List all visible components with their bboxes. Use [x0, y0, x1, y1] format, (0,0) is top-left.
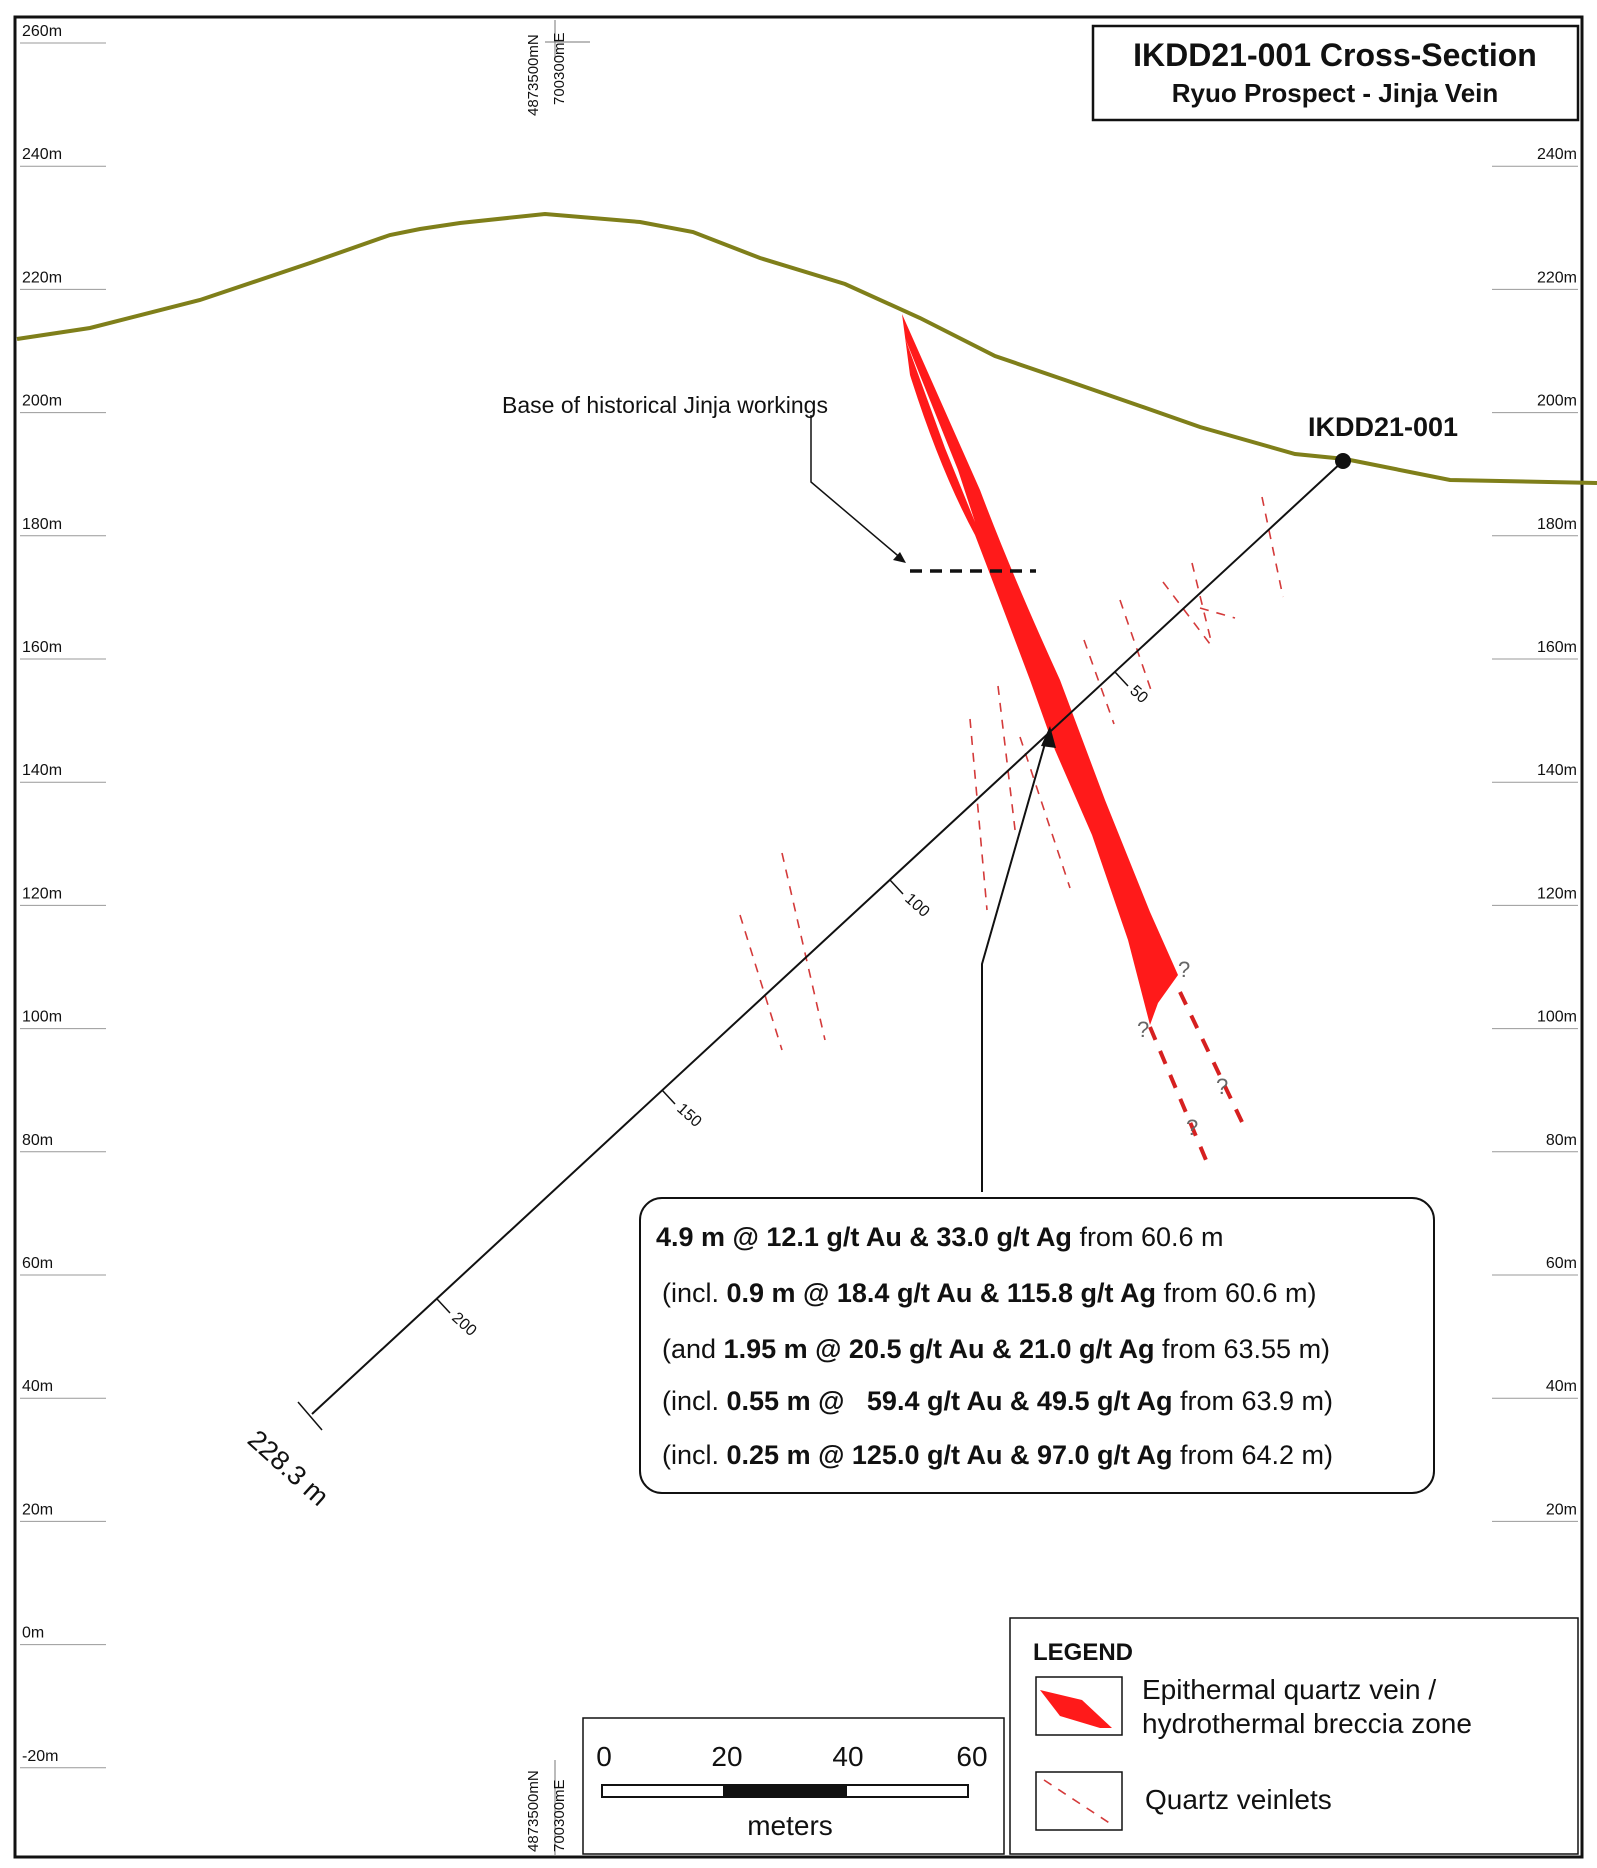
depth-tick — [436, 1298, 451, 1314]
depth-tick — [889, 879, 904, 895]
elevation-label: 120m — [1537, 885, 1577, 902]
elevation-label: 100m — [22, 1009, 62, 1026]
east-coord-top: 700300mE — [551, 32, 568, 105]
question-mark: ? — [1216, 1074, 1228, 1099]
question-mark: ? — [1186, 1115, 1198, 1140]
scale-unit: meters — [747, 1810, 833, 1841]
veinlet-symbol-icon — [1043, 1779, 1115, 1827]
elevation-label: 240m — [22, 146, 62, 163]
elevation-label: 60m — [22, 1255, 53, 1272]
legend-veinlet-label: Quartz veinlets — [1145, 1784, 1332, 1815]
result-line: 4.9 m @ 12.1 g/t Au & 33.0 g/t Ag from 6… — [656, 1222, 1223, 1252]
legend: LEGEND Epithermal quartz vein / hydrothe… — [1009, 1617, 1579, 1855]
elevation-label: 200m — [22, 393, 62, 410]
elevation-label: 140m — [22, 762, 62, 779]
title-line2: Ryuo Prospect - Jinja Vein — [1172, 78, 1499, 108]
elevation-label: 100m — [1537, 1009, 1577, 1026]
legend-vein-label: hydrothermal breccia zone — [1142, 1708, 1472, 1739]
legend-title: LEGEND — [1033, 1639, 1133, 1666]
end-depth-label: 228.3 m — [242, 1424, 335, 1512]
scale-label: 40 — [832, 1741, 863, 1772]
results-box: 4.9 m @ 12.1 g/t Au & 33.0 g/t Ag from 6… — [639, 1197, 1435, 1494]
scale-label: 60 — [956, 1741, 987, 1772]
callout-arrow — [981, 726, 1056, 1192]
elevation-label: -20m — [22, 1748, 58, 1765]
legend-vein-label: Epithermal quartz vein / — [1142, 1674, 1436, 1705]
depth-tick-label: 50 — [1126, 682, 1151, 707]
legend-veinlet-swatch — [1035, 1771, 1123, 1831]
depth-tick — [1114, 671, 1129, 687]
historical-workings: Base of historical Jinja workings — [502, 392, 1036, 573]
title-box: IKDD21-001 Cross-Section Ryuo Prospect -… — [1091, 24, 1580, 122]
quartz-veinlets — [739, 496, 1284, 1051]
question-marks: ? ? ? ? — [1137, 957, 1228, 1140]
elevation-label: 80m — [22, 1132, 53, 1149]
depth-tick-label: 150 — [673, 1100, 704, 1131]
scale-label: 20 — [711, 1741, 742, 1772]
elevation-label: 60m — [1546, 1255, 1577, 1272]
elevation-label: 220m — [1537, 269, 1577, 286]
workings-label: Base of historical Jinja workings — [502, 392, 828, 418]
depth-tick — [661, 1089, 676, 1105]
north-coord-top: 4873500mN — [525, 34, 542, 116]
title-line1: IKDD21-001 Cross-Section — [1133, 37, 1537, 73]
elevation-label: 40m — [1546, 1378, 1577, 1395]
elevation-label: 180m — [1537, 516, 1577, 533]
result-line: (incl. 0.9 m @ 18.4 g/t Au & 115.8 g/t A… — [662, 1278, 1317, 1308]
elevation-label: 220m — [22, 269, 62, 286]
elevation-label: 260m — [22, 23, 62, 40]
collar-marker — [1335, 453, 1351, 469]
vein-symbol-icon — [1040, 1690, 1112, 1728]
right-elevation-scale: 240m 220m 200m 180m 160m 140m 120m 100m 80m 60m 40… — [1492, 146, 1578, 1522]
scale-bar: 0 20 40 60 meters — [582, 1717, 1005, 1855]
elevation-label: 120m — [22, 885, 62, 902]
result-line: (incl. 0.25 m @ 125.0 g/t Au & 97.0 g/t … — [662, 1440, 1333, 1470]
question-mark: ? — [1178, 957, 1190, 982]
top-grid-coordinates: 4873500mN 700300mE — [525, 20, 590, 116]
question-mark: ? — [1137, 1017, 1149, 1042]
result-line: (and 1.95 m @ 20.5 g/t Au & 21.0 g/t Ag … — [662, 1334, 1330, 1364]
elevation-label: 160m — [1537, 639, 1577, 656]
depth-tick-label: 200 — [448, 1309, 479, 1340]
elevation-label: 240m — [1537, 146, 1577, 163]
map-frame — [13, 15, 1584, 1859]
elevation-label: 200m — [1537, 393, 1577, 410]
elevation-label: 40m — [22, 1378, 53, 1395]
scale-label: 0 — [596, 1741, 612, 1772]
result-line: (incl. 0.55 m @ 59.4 g/t Au & 49.5 g/t A… — [662, 1386, 1333, 1416]
elevation-label: 0m — [22, 1625, 44, 1642]
quartz-vein — [902, 314, 1178, 1025]
bottom-grid-coordinates: 4873500mN 700300mE — [525, 1760, 568, 1855]
east-coord-bottom: 700300mE — [551, 1779, 568, 1852]
hole-label: IKDD21-001 — [1308, 412, 1458, 442]
depth-tick-label: 100 — [901, 890, 932, 921]
elevation-label: 20m — [1546, 1501, 1577, 1518]
north-coord-bottom: 4873500mN — [525, 1770, 542, 1852]
elevation-label: 20m — [22, 1501, 53, 1518]
elevation-label: 140m — [1537, 762, 1577, 779]
left-elevation-scale: 260m 240m 220m 200m 180m 160m 140m 120m 100m 80m 6… — [20, 23, 106, 1769]
elevation-label: 160m — [22, 639, 62, 656]
elevation-label: 180m — [22, 516, 62, 533]
elevation-label: 80m — [1546, 1132, 1577, 1149]
topography-line — [16, 211, 1597, 485]
